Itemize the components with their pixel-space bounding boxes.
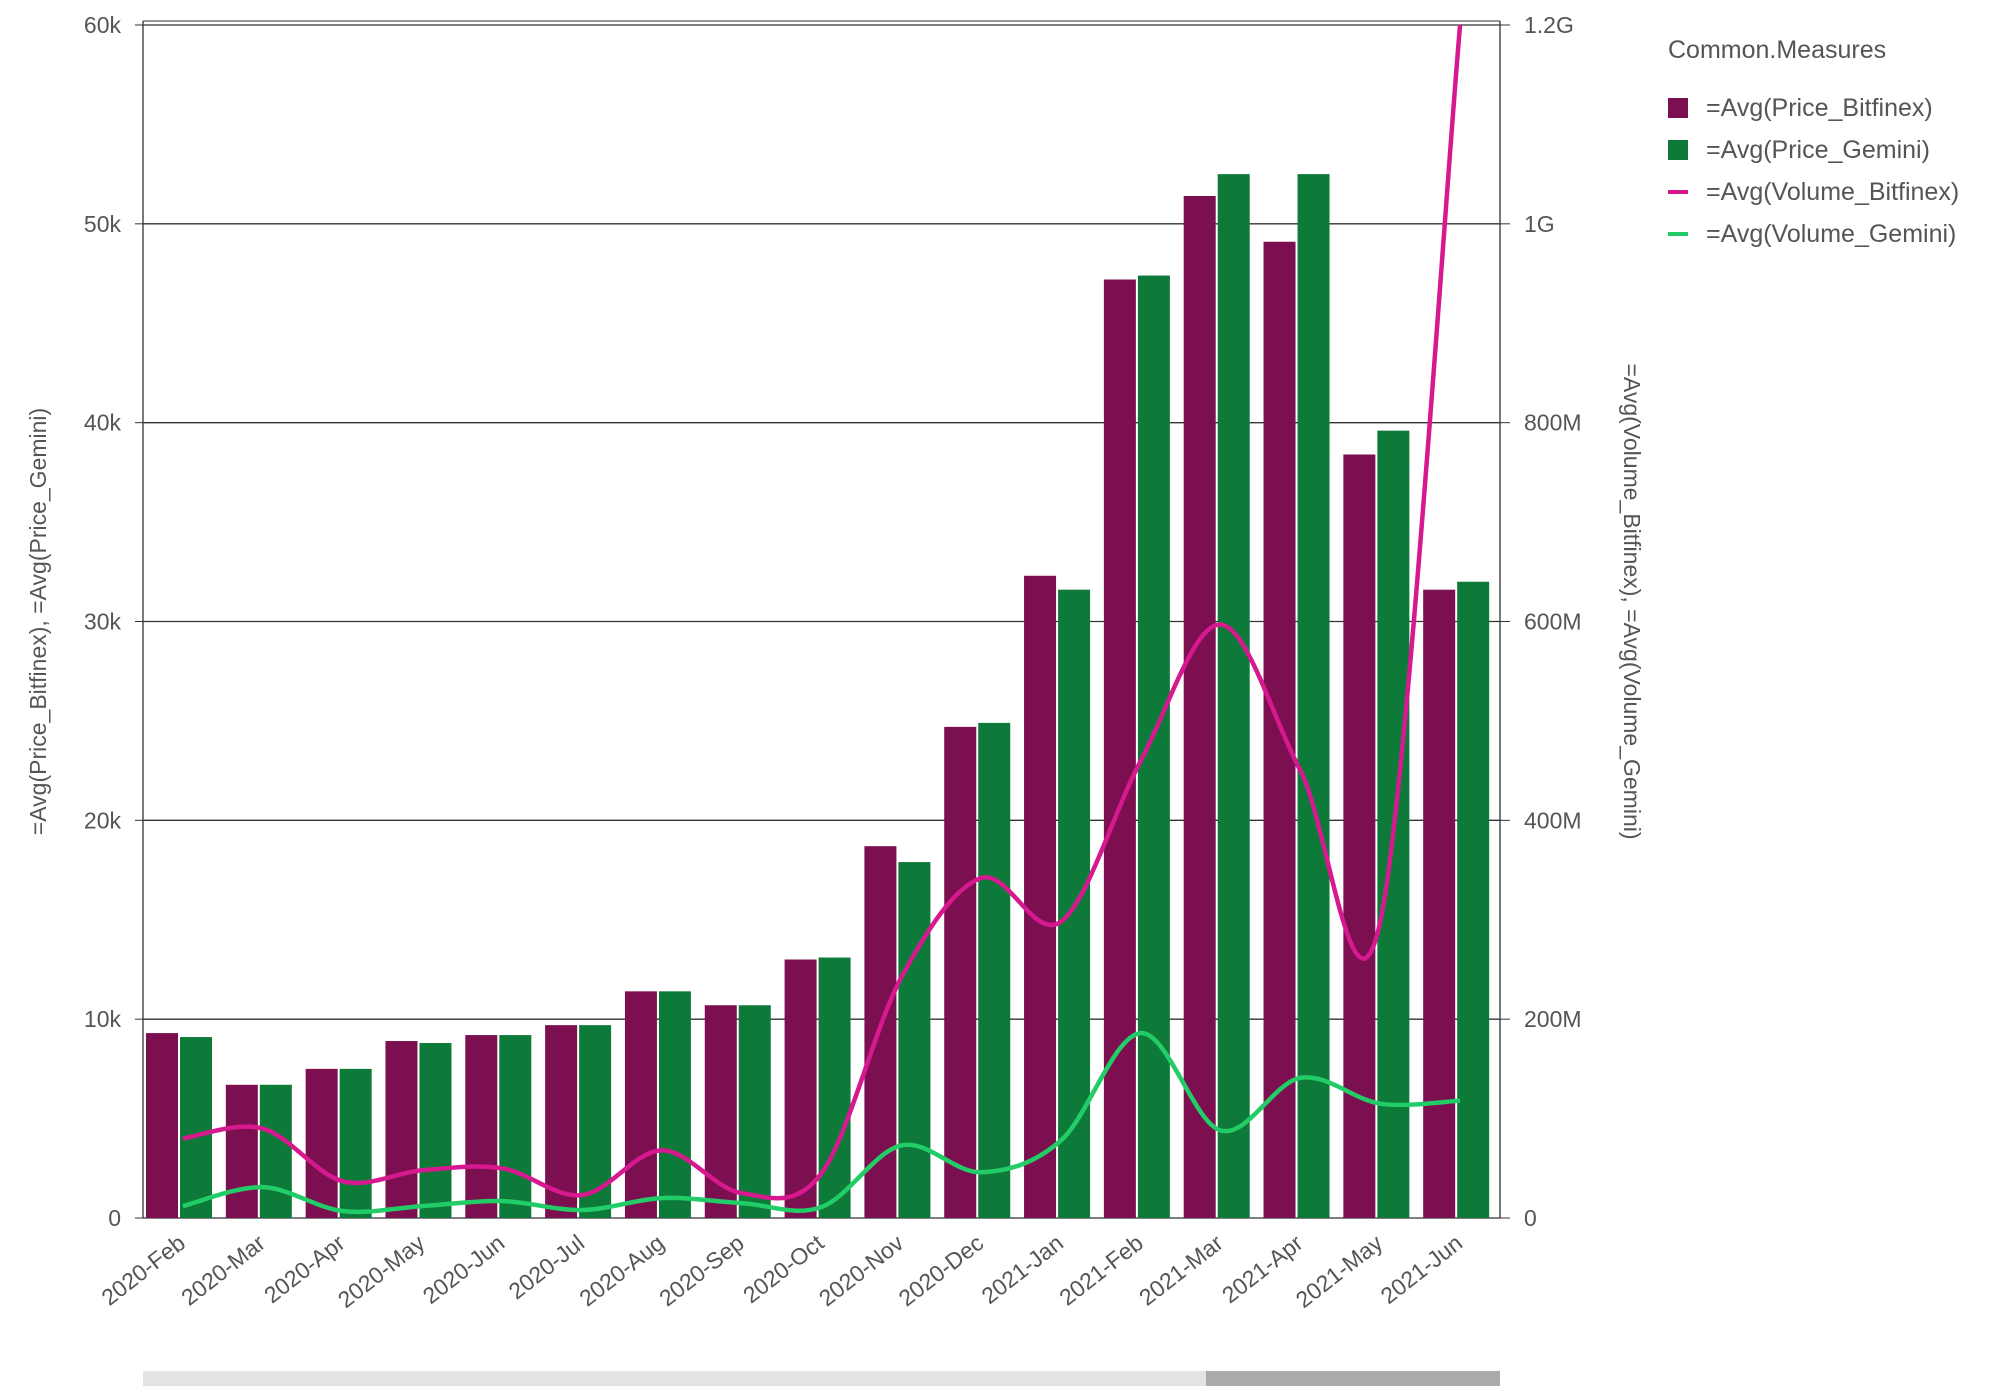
x-tick-label: 2020-Mar xyxy=(176,1229,270,1310)
bar-bitfinex xyxy=(305,1068,338,1218)
left-tick-label: 50k xyxy=(84,211,122,237)
bar-bitfinex xyxy=(146,1033,178,1218)
bar-gemini xyxy=(419,1043,452,1218)
right-tick-label: 200M xyxy=(1524,1006,1582,1032)
right-tick-label: 0 xyxy=(1524,1205,1537,1231)
x-tick-label: 2020-Oct xyxy=(738,1229,829,1308)
scrollbar-thumb[interactable] xyxy=(1206,1371,1500,1386)
bar-gemini xyxy=(898,862,931,1218)
bar-bitfinex xyxy=(624,991,657,1218)
right-tick-label: 1G xyxy=(1524,211,1555,237)
left-tick-label: 20k xyxy=(84,807,122,833)
right-tick-label: 800M xyxy=(1524,410,1582,436)
left-tick-label: 0 xyxy=(108,1205,121,1231)
legend-label: =Avg(Price_Bitfinex) xyxy=(1706,93,1933,122)
bar-gemini xyxy=(499,1035,532,1218)
bar-bitfinex xyxy=(784,959,817,1218)
left-tick-label: 60k xyxy=(84,12,122,38)
legend-title: Common.Measures xyxy=(1668,36,1887,64)
bar-gemini xyxy=(1297,174,1330,1218)
x-tick-label: 2020-Dec xyxy=(894,1229,989,1311)
legend-label: =Avg(Volume_Gemini) xyxy=(1706,219,1957,248)
bar-bitfinex xyxy=(1024,575,1057,1218)
bar-bitfinex xyxy=(465,1035,498,1218)
left-axis-title: =Avg(Price_Bitfinex), =Avg(Price_Gemini) xyxy=(25,408,51,835)
x-tick-label: 2021-Mar xyxy=(1134,1229,1228,1310)
right-tick-label: 400M xyxy=(1524,807,1582,833)
bar-gemini xyxy=(339,1068,372,1218)
left-tick-label: 10k xyxy=(84,1006,122,1032)
line-volume-bitfinex xyxy=(182,24,1463,1201)
bar-gemini xyxy=(1217,174,1250,1218)
right-tick-label: 1.2G xyxy=(1524,12,1574,38)
bar-bitfinex xyxy=(1423,589,1456,1218)
right-axis-title: =Avg(Volume_Bitfinex), =Avg(Volume_Gemin… xyxy=(1619,363,1645,839)
bar-gemini xyxy=(180,1037,212,1218)
right-tick-label: 600M xyxy=(1524,609,1582,635)
bar-gemini xyxy=(658,991,691,1218)
bar-gemini xyxy=(818,957,851,1218)
legend-item-price-gemini[interactable]: =Avg(Price_Gemini) xyxy=(1668,129,1959,171)
bar-gemini xyxy=(978,722,1011,1218)
legend-item-volume-bitfinex[interactable]: =Avg(Volume_Bitfinex) xyxy=(1668,171,1959,213)
x-tick-label: 2021-Feb xyxy=(1054,1229,1148,1310)
bar-gemini xyxy=(738,1005,771,1218)
x-tick-label: 2021-May xyxy=(1291,1229,1388,1313)
bar-bitfinex xyxy=(1103,279,1136,1218)
line-volume-gemini xyxy=(182,1030,1461,1215)
legend-swatch xyxy=(1668,232,1688,236)
legend-item-price-bitfinex[interactable]: =Avg(Price_Bitfinex) xyxy=(1668,87,1959,129)
legend-label: =Avg(Volume_Bitfinex) xyxy=(1706,177,1960,206)
bar-gemini xyxy=(259,1084,292,1218)
bar-gemini xyxy=(1137,275,1170,1218)
bar-bitfinex xyxy=(225,1084,258,1218)
x-tick-label: 2020-May xyxy=(333,1229,430,1313)
bar-gemini xyxy=(1457,581,1490,1218)
left-tick-label: 40k xyxy=(84,410,122,436)
x-tick-label: 2021-Jun xyxy=(1376,1229,1468,1309)
legend-swatch xyxy=(1668,98,1688,118)
legend-label: =Avg(Price_Gemini) xyxy=(1706,135,1930,164)
legend-item-volume-gemini[interactable]: =Avg(Volume_Gemini) xyxy=(1668,213,1959,255)
legend-swatch xyxy=(1668,140,1688,160)
left-tick-label: 30k xyxy=(84,609,122,635)
horizontal-scrollbar[interactable] xyxy=(143,1371,1500,1386)
x-tick-label: 2020-Jun xyxy=(418,1229,510,1309)
x-tick-label: 2020-Aug xyxy=(574,1229,669,1311)
x-tick-label: 2020-Sep xyxy=(654,1229,749,1311)
bar-bitfinex xyxy=(1183,195,1216,1218)
x-tick-label: 2020-Nov xyxy=(814,1229,909,1311)
legend-swatch xyxy=(1668,190,1688,194)
bar-bitfinex xyxy=(944,726,977,1218)
bar-bitfinex xyxy=(385,1041,418,1218)
legend: Common.Measures =Avg(Price_Bitfinex) =Av… xyxy=(1668,36,1959,255)
x-tick-label: 2020-Feb xyxy=(96,1229,190,1310)
x-tick-label: 2021-Jan xyxy=(976,1229,1068,1309)
